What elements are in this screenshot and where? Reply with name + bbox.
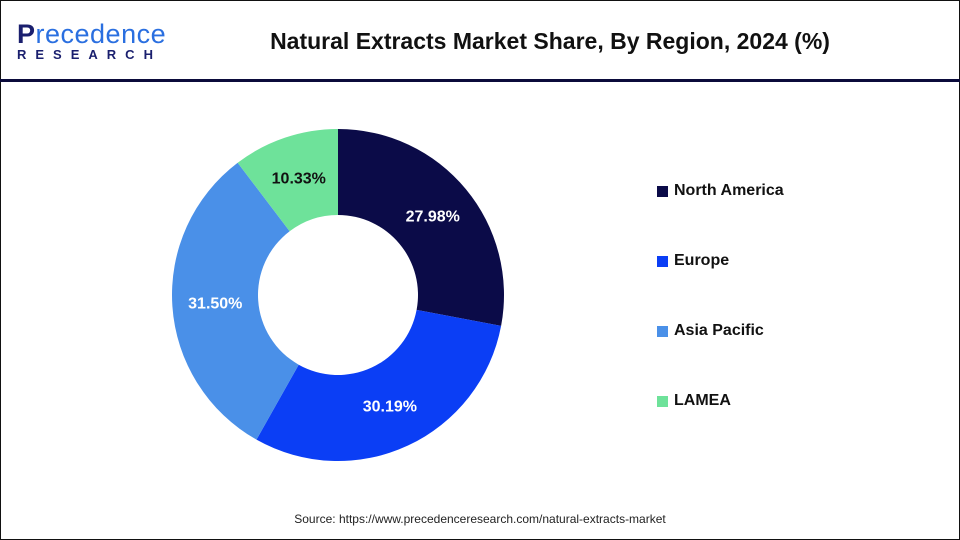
logo-text: recedence	[35, 19, 167, 49]
legend-item: North America	[657, 182, 784, 200]
legend-label: Asia Pacific	[674, 322, 764, 339]
legend-label: North America	[674, 182, 784, 199]
legend-swatch	[657, 185, 668, 197]
data-label: 30.19%	[363, 399, 417, 416]
data-label: 27.98%	[406, 209, 460, 226]
logo-text: P	[17, 19, 36, 49]
donut-slice-europe	[256, 309, 502, 461]
legend-item: Asia Pacific	[657, 322, 764, 340]
logo: Precedence RESEARCH	[17, 20, 166, 62]
legend-item: Europe	[657, 252, 729, 270]
legend-label: LAMEA	[674, 392, 731, 409]
logo-subtext: RESEARCH	[17, 47, 162, 62]
data-label: 10.33%	[272, 170, 326, 187]
legend-swatch	[657, 395, 668, 407]
chart-title: Natural Extracts Market Share, By Region…	[270, 28, 830, 54]
donut-slice-asia-pacific	[171, 162, 299, 440]
legend-swatch	[657, 325, 668, 337]
donut-slice-lamea	[237, 129, 338, 232]
donut-slice-north-america	[338, 129, 504, 326]
legend-label: Europe	[674, 252, 730, 269]
legend-swatch	[657, 255, 668, 267]
legend-item: LAMEA	[657, 392, 731, 410]
data-label: 31.50%	[188, 295, 242, 312]
header-divider	[0, 79, 960, 82]
source-text: Source: https://www.precedenceresearch.c…	[294, 512, 666, 526]
